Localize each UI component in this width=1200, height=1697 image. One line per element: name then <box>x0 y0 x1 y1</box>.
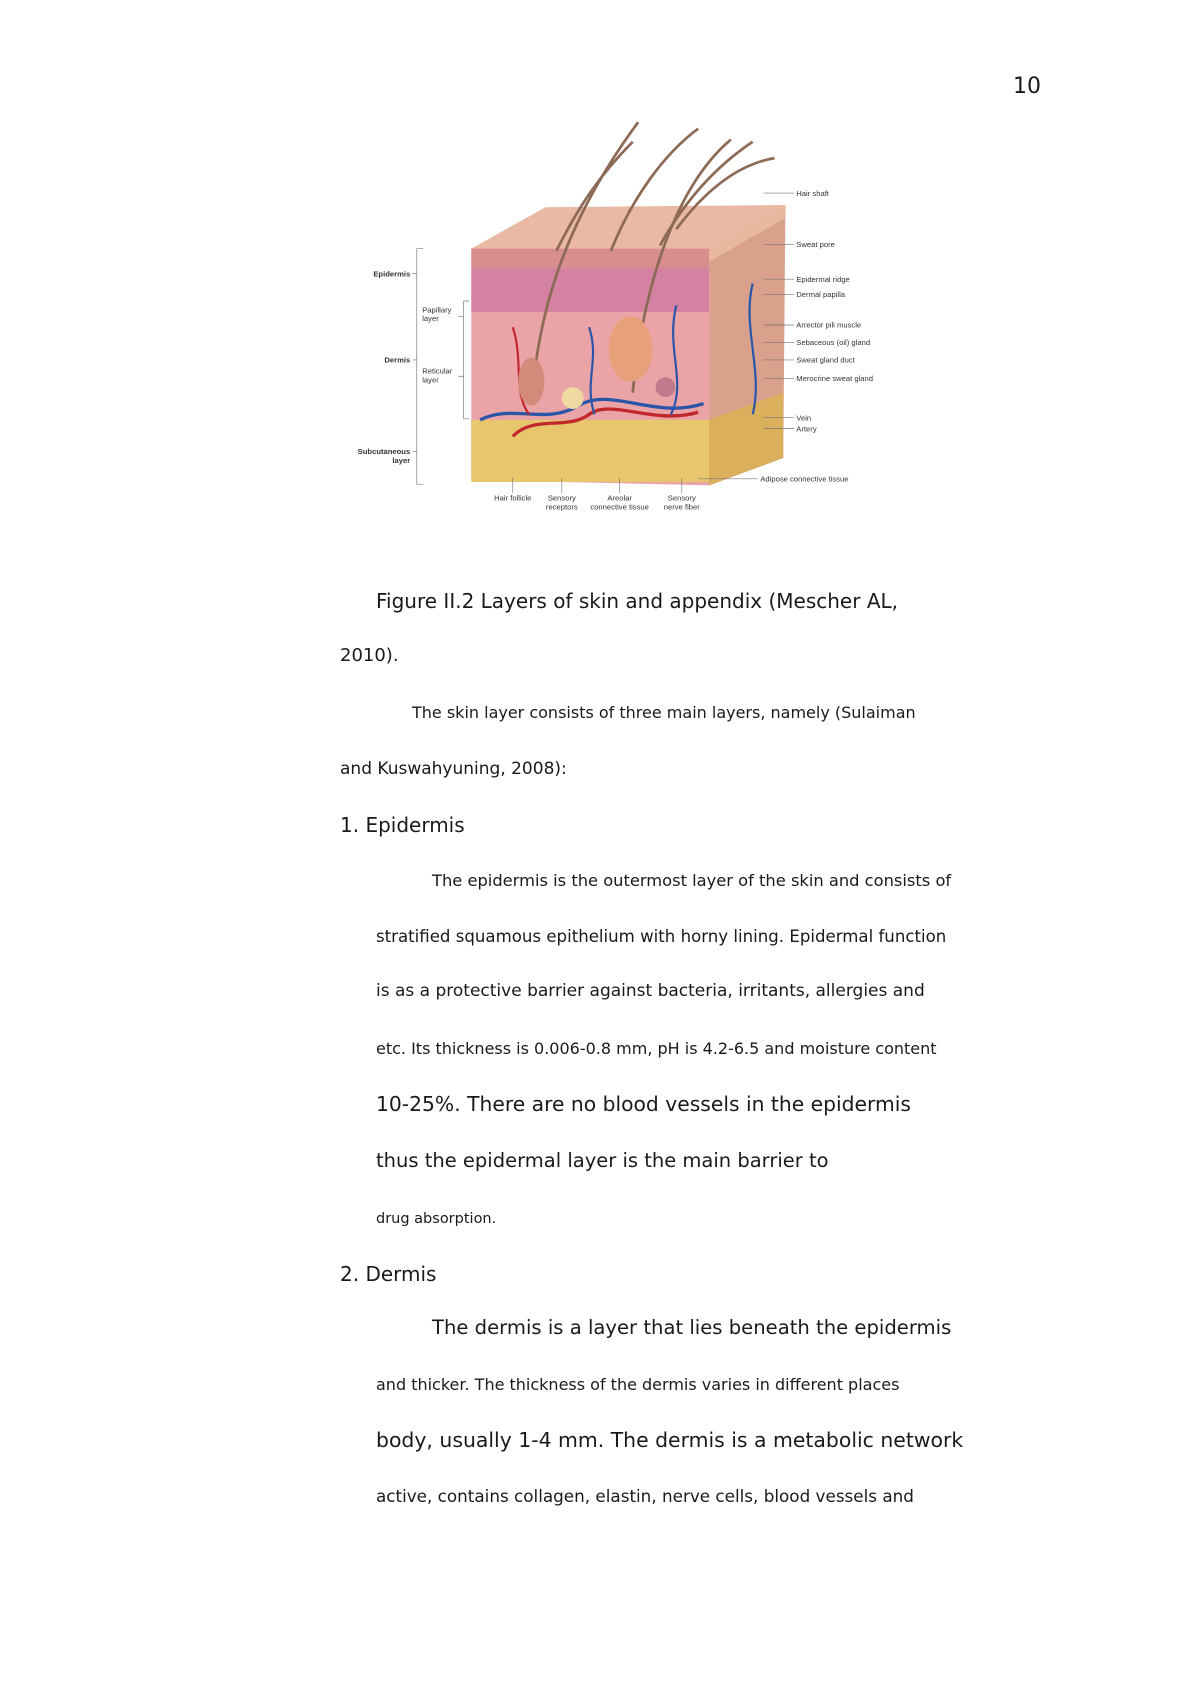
body-text-line: 10-25%. There are no blood vessels in th… <box>376 1092 911 1116</box>
body-text-line: The epidermis is the outermost layer of … <box>432 871 952 890</box>
body-text-line: and Kuswahyuning, 2008): <box>340 759 567 779</box>
figure-label: layer <box>422 314 439 323</box>
figure-label: receptors <box>546 502 578 511</box>
figure-label: Sweat pore <box>796 240 835 249</box>
body-text-line: etc. Its thickness is 0.006-0.8 mm, pH i… <box>376 1039 937 1058</box>
figure-label: Artery <box>796 424 817 433</box>
section-heading: 2. Dermis <box>340 1262 437 1286</box>
figure-label: Sensory <box>668 494 696 503</box>
figure-label: Hair follicle <box>494 494 531 503</box>
bracket <box>458 300 470 420</box>
figure-label: Epidermis <box>373 269 410 278</box>
body-text-line: body, usually 1-4 mm. The dermis is a me… <box>376 1428 964 1452</box>
section-heading: 1. Epidermis <box>340 813 465 837</box>
bracket <box>412 248 424 485</box>
figure-label: layer <box>392 456 410 465</box>
figure-label: Dermal papilla <box>796 290 845 299</box>
figure-caption: 2010). <box>340 645 399 666</box>
body-text-line: thus the epidermal layer is the main bar… <box>376 1149 829 1172</box>
figure-label: Adipose connective tissue <box>760 475 848 484</box>
body-text-line: stratified squamous epithelium with horn… <box>376 927 947 946</box>
figure-label: Papillary <box>422 305 451 314</box>
figure-label: layer <box>422 375 439 384</box>
figure-label: Arrector pili muscle <box>796 321 861 330</box>
figure-label: Areolar <box>607 494 632 503</box>
body-text-line: The dermis is a layer that lies beneath … <box>432 1316 952 1339</box>
figure-caption: Figure II.2 Layers of skin and appendix … <box>376 589 899 613</box>
figure-label: nerve fiber <box>664 502 700 511</box>
figure-label: connective tissue <box>590 502 648 511</box>
page-number: 10 <box>1013 74 1041 99</box>
figure-label: Reticular <box>422 367 453 376</box>
body-text-line: and thicker. The thickness of the dermis… <box>376 1375 900 1394</box>
body-text-line: drug absorption. <box>376 1211 497 1227</box>
figure-label: Epidermal ridge <box>796 275 849 284</box>
skin-illustration <box>471 121 786 486</box>
figure-label: Subcutaneous <box>358 447 411 456</box>
figure-label: Merocrine sweat gland <box>796 374 873 383</box>
body-text-line: is as a protective barrier against bacte… <box>376 981 925 1001</box>
figure-label: Sebaceous (oil) gland <box>796 338 870 347</box>
body-text-line: active, contains collagen, elastin, nerv… <box>376 1486 914 1506</box>
figure-label: Sensory <box>548 494 576 503</box>
figure-label: Vein <box>796 413 811 422</box>
figure-label: Sweat gland duct <box>796 356 855 365</box>
figure-label: Hair shaft <box>796 189 830 198</box>
figure-label: Dermis <box>384 356 410 365</box>
body-text-line: The skin layer consists of three main la… <box>412 703 916 722</box>
